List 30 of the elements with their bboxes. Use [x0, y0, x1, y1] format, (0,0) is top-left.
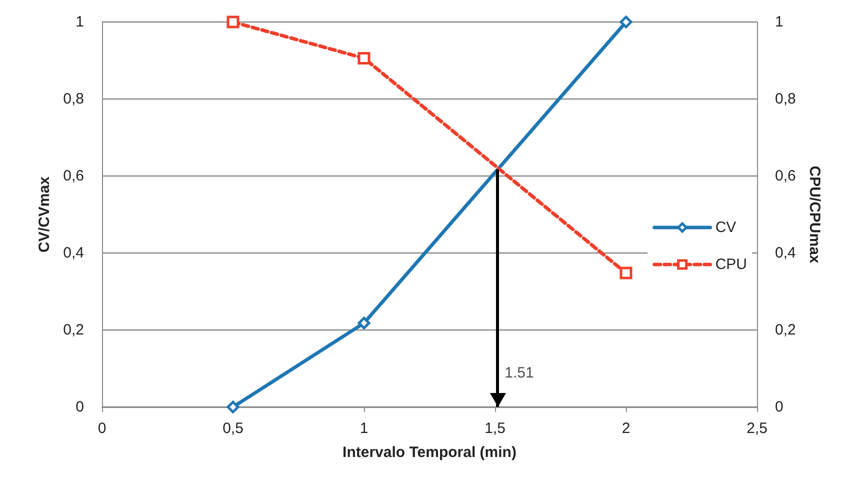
x-tick-label: 2,5 [746, 420, 768, 437]
point [620, 16, 632, 28]
y2-tick-label: 0,6 [775, 168, 796, 184]
x-tick-label: 0,5 [222, 420, 244, 437]
point [226, 400, 240, 414]
point [620, 266, 632, 280]
x-tick-label: 0 [98, 420, 106, 437]
x-tick-label: 1,5 [484, 420, 506, 437]
y-tick-label: 0,4 [63, 244, 84, 262]
legend-label: CV [715, 219, 736, 236]
legend-label: CPU [715, 256, 747, 273]
point [226, 16, 240, 28]
y2-axis-title: CPU/CPUmax [806, 166, 823, 264]
y-tick-label: 0,8 [63, 90, 84, 108]
y2-tick-label: 0 [775, 398, 784, 416]
y-tick-label: 0,6 [63, 168, 84, 184]
y-tick-label: 0,2 [63, 322, 84, 338]
y-tick-label: 0 [76, 398, 84, 416]
x-tick-label: 2 [622, 420, 630, 437]
y-axis-title: CV/CVmax [36, 176, 54, 252]
y2-tick-label: 0,2 [775, 322, 796, 338]
y2-tick-label: 0,4 [775, 244, 796, 262]
y-tick-label: 1 [76, 14, 84, 30]
point [358, 52, 370, 64]
ref-line-label: 1.51 [504, 364, 534, 382]
y2-tick-label: 0,8 [775, 90, 796, 108]
point [358, 316, 370, 330]
x-axis-title: Intervalo Temporal (min) [342, 444, 516, 461]
y2-tick-label: 1 [775, 14, 784, 30]
x-tick-label: 1 [360, 420, 368, 437]
